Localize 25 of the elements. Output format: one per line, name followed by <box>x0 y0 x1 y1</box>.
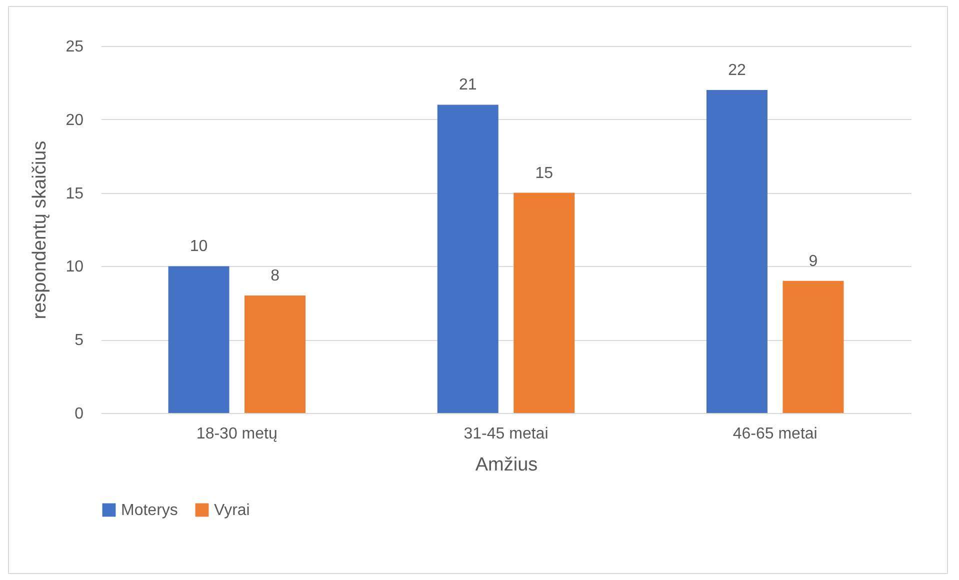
data-label: 15 <box>535 164 554 182</box>
y-axis-title: respondentų skaičius <box>30 140 51 320</box>
data-label: 8 <box>270 268 280 285</box>
data-label: 22 <box>728 62 746 80</box>
bar <box>706 90 768 413</box>
bar <box>437 104 498 413</box>
bar <box>782 280 844 413</box>
x-tick-label: 18-30 metų <box>196 426 278 442</box>
data-label: 10 <box>190 238 208 256</box>
data-label: 21 <box>458 76 477 94</box>
bar <box>514 192 575 413</box>
x-tick-label: 31-45 metai <box>464 426 548 442</box>
y-tick-label: 15 <box>66 185 84 202</box>
y-tick-label: 20 <box>66 112 84 129</box>
y-tick-label: 10 <box>66 258 84 276</box>
y-tick-label: 25 <box>66 38 84 56</box>
bar <box>168 266 230 413</box>
y-tick-label: 5 <box>74 332 84 350</box>
bar <box>244 296 306 413</box>
legend-label: Vyrai <box>214 502 250 519</box>
y-tick-label: 0 <box>74 406 84 422</box>
data-label: 9 <box>808 252 818 270</box>
legend-label: Moterys <box>121 502 178 519</box>
x-axis-title: Amžius <box>475 454 538 476</box>
x-tick-label: 46-65 metai <box>732 426 818 442</box>
